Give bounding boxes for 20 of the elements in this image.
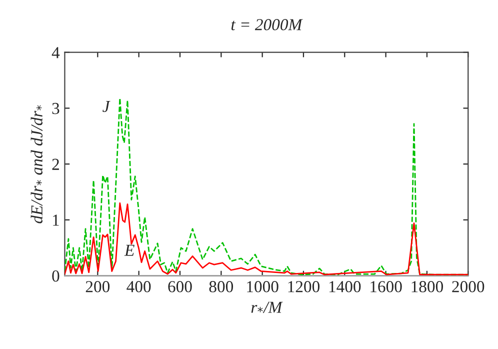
x-tick-label: 800 <box>209 281 234 292</box>
x-tick-label: 200 <box>86 281 110 292</box>
series-label: E <box>124 244 134 256</box>
y-tick-label: 0 <box>52 270 60 282</box>
x-tick-label: 600 <box>168 281 192 292</box>
x-tick-label: 2000 <box>452 281 484 292</box>
x-tick-label: 1600 <box>370 281 402 292</box>
y-tick-label: 3 <box>52 102 60 114</box>
chart-title: t = 2000M <box>231 19 303 30</box>
x-tick-label: 1000 <box>247 281 278 292</box>
x-tick-label: 1400 <box>329 281 361 292</box>
y-tick-label: 4 <box>52 47 60 58</box>
y-tick-label: 1 <box>53 214 59 226</box>
series-label: J <box>102 100 110 112</box>
x-axis-title: r$_{*}$/M <box>251 302 283 313</box>
x-tick-label: 1800 <box>412 281 443 292</box>
x-tick-label: 400 <box>126 281 151 292</box>
y-axis-title: dE/dr$_{*}$ and dJ/dr$_{*}$ <box>30 105 43 224</box>
y-tick-label: 2 <box>52 158 59 170</box>
x-tick-label: 1200 <box>288 281 320 292</box>
